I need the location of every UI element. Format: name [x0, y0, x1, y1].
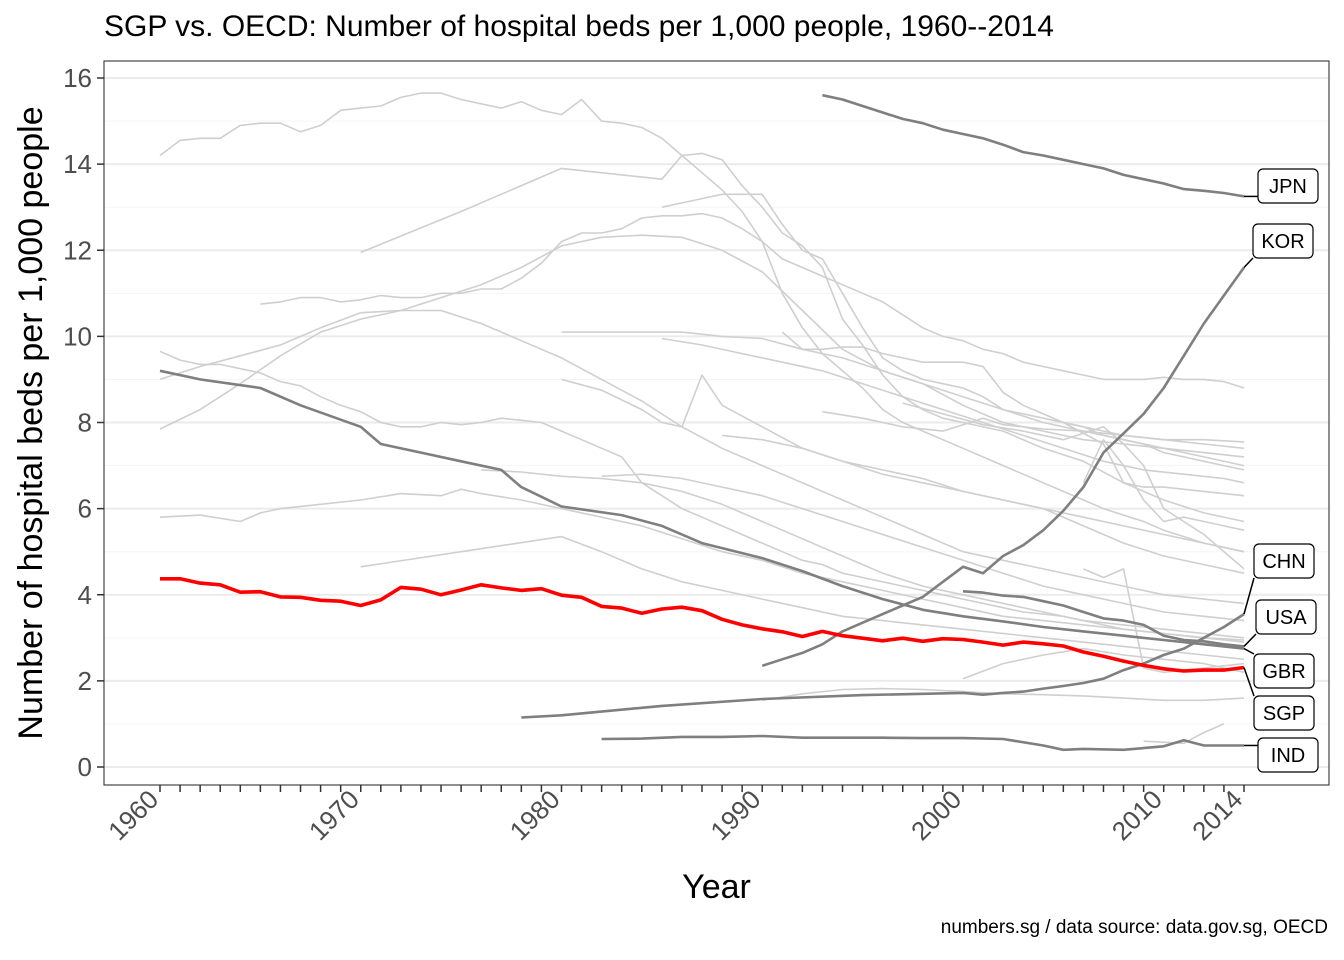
annotation-ind: IND: [1244, 737, 1319, 773]
annotation-box: [1252, 223, 1314, 259]
x-tick-label: 2014: [1186, 784, 1248, 846]
y-tick-label: 6: [78, 494, 92, 524]
oecd-country-line: [661, 193, 1245, 467]
series-line-gbr: [159, 369, 1245, 650]
x-tick-label: 2000: [905, 784, 967, 846]
y-tick-label: 12: [63, 235, 92, 265]
annotation-leader: [1243, 577, 1255, 615]
series-line-sgp: [160, 577, 1245, 673]
oecd-country-line: [762, 687, 1245, 702]
source-caption: numbers.sg / data source: data.gov.sg, O…: [940, 917, 1328, 938]
oecd-country-line: [1062, 421, 1245, 497]
oecd-country-line: [159, 92, 1245, 553]
oecd-country-line: [159, 309, 1245, 605]
oecd-country-line: [1143, 723, 1225, 745]
annotation-label: CHN: [1262, 551, 1305, 573]
annotation-box: [1253, 543, 1315, 579]
series-line-usa: [962, 590, 1245, 648]
annotation-box: [1255, 599, 1317, 635]
oecd-country-line: [159, 234, 1245, 458]
labeled-series: [159, 93, 1246, 752]
x-axis: 1960 1970 1980 1990 2000 2010 2014: [102, 784, 1248, 846]
annotation-leader: [1243, 257, 1254, 268]
x-tick-label: 1980: [504, 784, 566, 846]
oecd-country-line: [561, 374, 1245, 553]
series-line-chn: [521, 613, 1245, 719]
x-tick-label: 1970: [303, 784, 365, 846]
oecd-country-line: [781, 331, 1245, 471]
y-tick-label: 16: [63, 63, 92, 93]
series-line-jpn: [822, 93, 1245, 198]
oecd-country-line: [601, 473, 1245, 622]
oecd-country-line: [360, 152, 1245, 523]
annotation-label: KOR: [1261, 231, 1304, 253]
oecd-country-line: [822, 410, 1245, 443]
gridlines: [104, 77, 1329, 768]
annotation-label: GBR: [1262, 661, 1305, 683]
oecd-country-line: [902, 402, 1245, 570]
x-tick-label: 2010: [1106, 784, 1168, 846]
annotation-label: USA: [1265, 607, 1307, 629]
annotation-label: IND: [1271, 745, 1305, 767]
oecd-country-line: [159, 488, 1245, 641]
annotation-label: JPN: [1269, 176, 1307, 198]
y-tick-label: 0: [78, 752, 92, 782]
y-tick-label: 10: [63, 321, 92, 351]
series-line-kor: [761, 266, 1246, 668]
annotation-kor: KOR: [1243, 223, 1314, 268]
y-axis-title: Number of hospital beds per 1,000 people: [12, 106, 50, 739]
annotation-leader: [1243, 633, 1257, 647]
series-line-ind: [601, 734, 1244, 752]
y-tick-label: 8: [78, 408, 92, 438]
oecd-country-line: [260, 212, 1245, 389]
highlight-series: [160, 577, 1245, 673]
y-axis: 0 2 4 6 8 10 12 14 16: [63, 63, 104, 782]
x-axis-title: Year: [682, 868, 751, 906]
annotation-usa: USA: [1243, 599, 1317, 647]
annotation-leader: [1243, 667, 1255, 697]
oecd-country-line: [962, 647, 1245, 680]
oecd-country-line: [1082, 438, 1245, 531]
oecd-country-line: [360, 535, 1245, 661]
annotation-leader: [1243, 647, 1255, 655]
oecd-country-line: [1083, 568, 1245, 674]
x-tick-label: 1960: [102, 784, 164, 846]
annotation-box: [1253, 695, 1315, 731]
oecd-country-line: [661, 337, 1245, 484]
annotation-box: [1257, 168, 1319, 204]
annotation-box: [1253, 653, 1315, 689]
oecd-country-line: [561, 331, 1245, 450]
annotation-chn: CHN: [1243, 543, 1315, 615]
annotation-label: SGP: [1263, 703, 1305, 725]
background-series: [159, 92, 1245, 745]
y-tick-label: 2: [78, 666, 92, 696]
oecd-country-line: [722, 434, 1245, 574]
chart-title: SGP vs. OECD: Number of hospital beds pe…: [104, 10, 1054, 43]
annotation-box: [1257, 737, 1319, 773]
annotation-sgp: SGP: [1243, 667, 1315, 731]
oecd-country-line: [481, 469, 1245, 643]
x-tick-label: 1990: [704, 784, 766, 846]
annotation-gbr: GBR: [1243, 647, 1315, 689]
annotation-jpn: JPN: [1244, 168, 1319, 204]
series-annotations: JPN KOR CHN USA GBR SGP IND: [1243, 168, 1319, 773]
y-tick-label: 14: [63, 149, 92, 179]
y-tick-label: 4: [78, 580, 92, 610]
